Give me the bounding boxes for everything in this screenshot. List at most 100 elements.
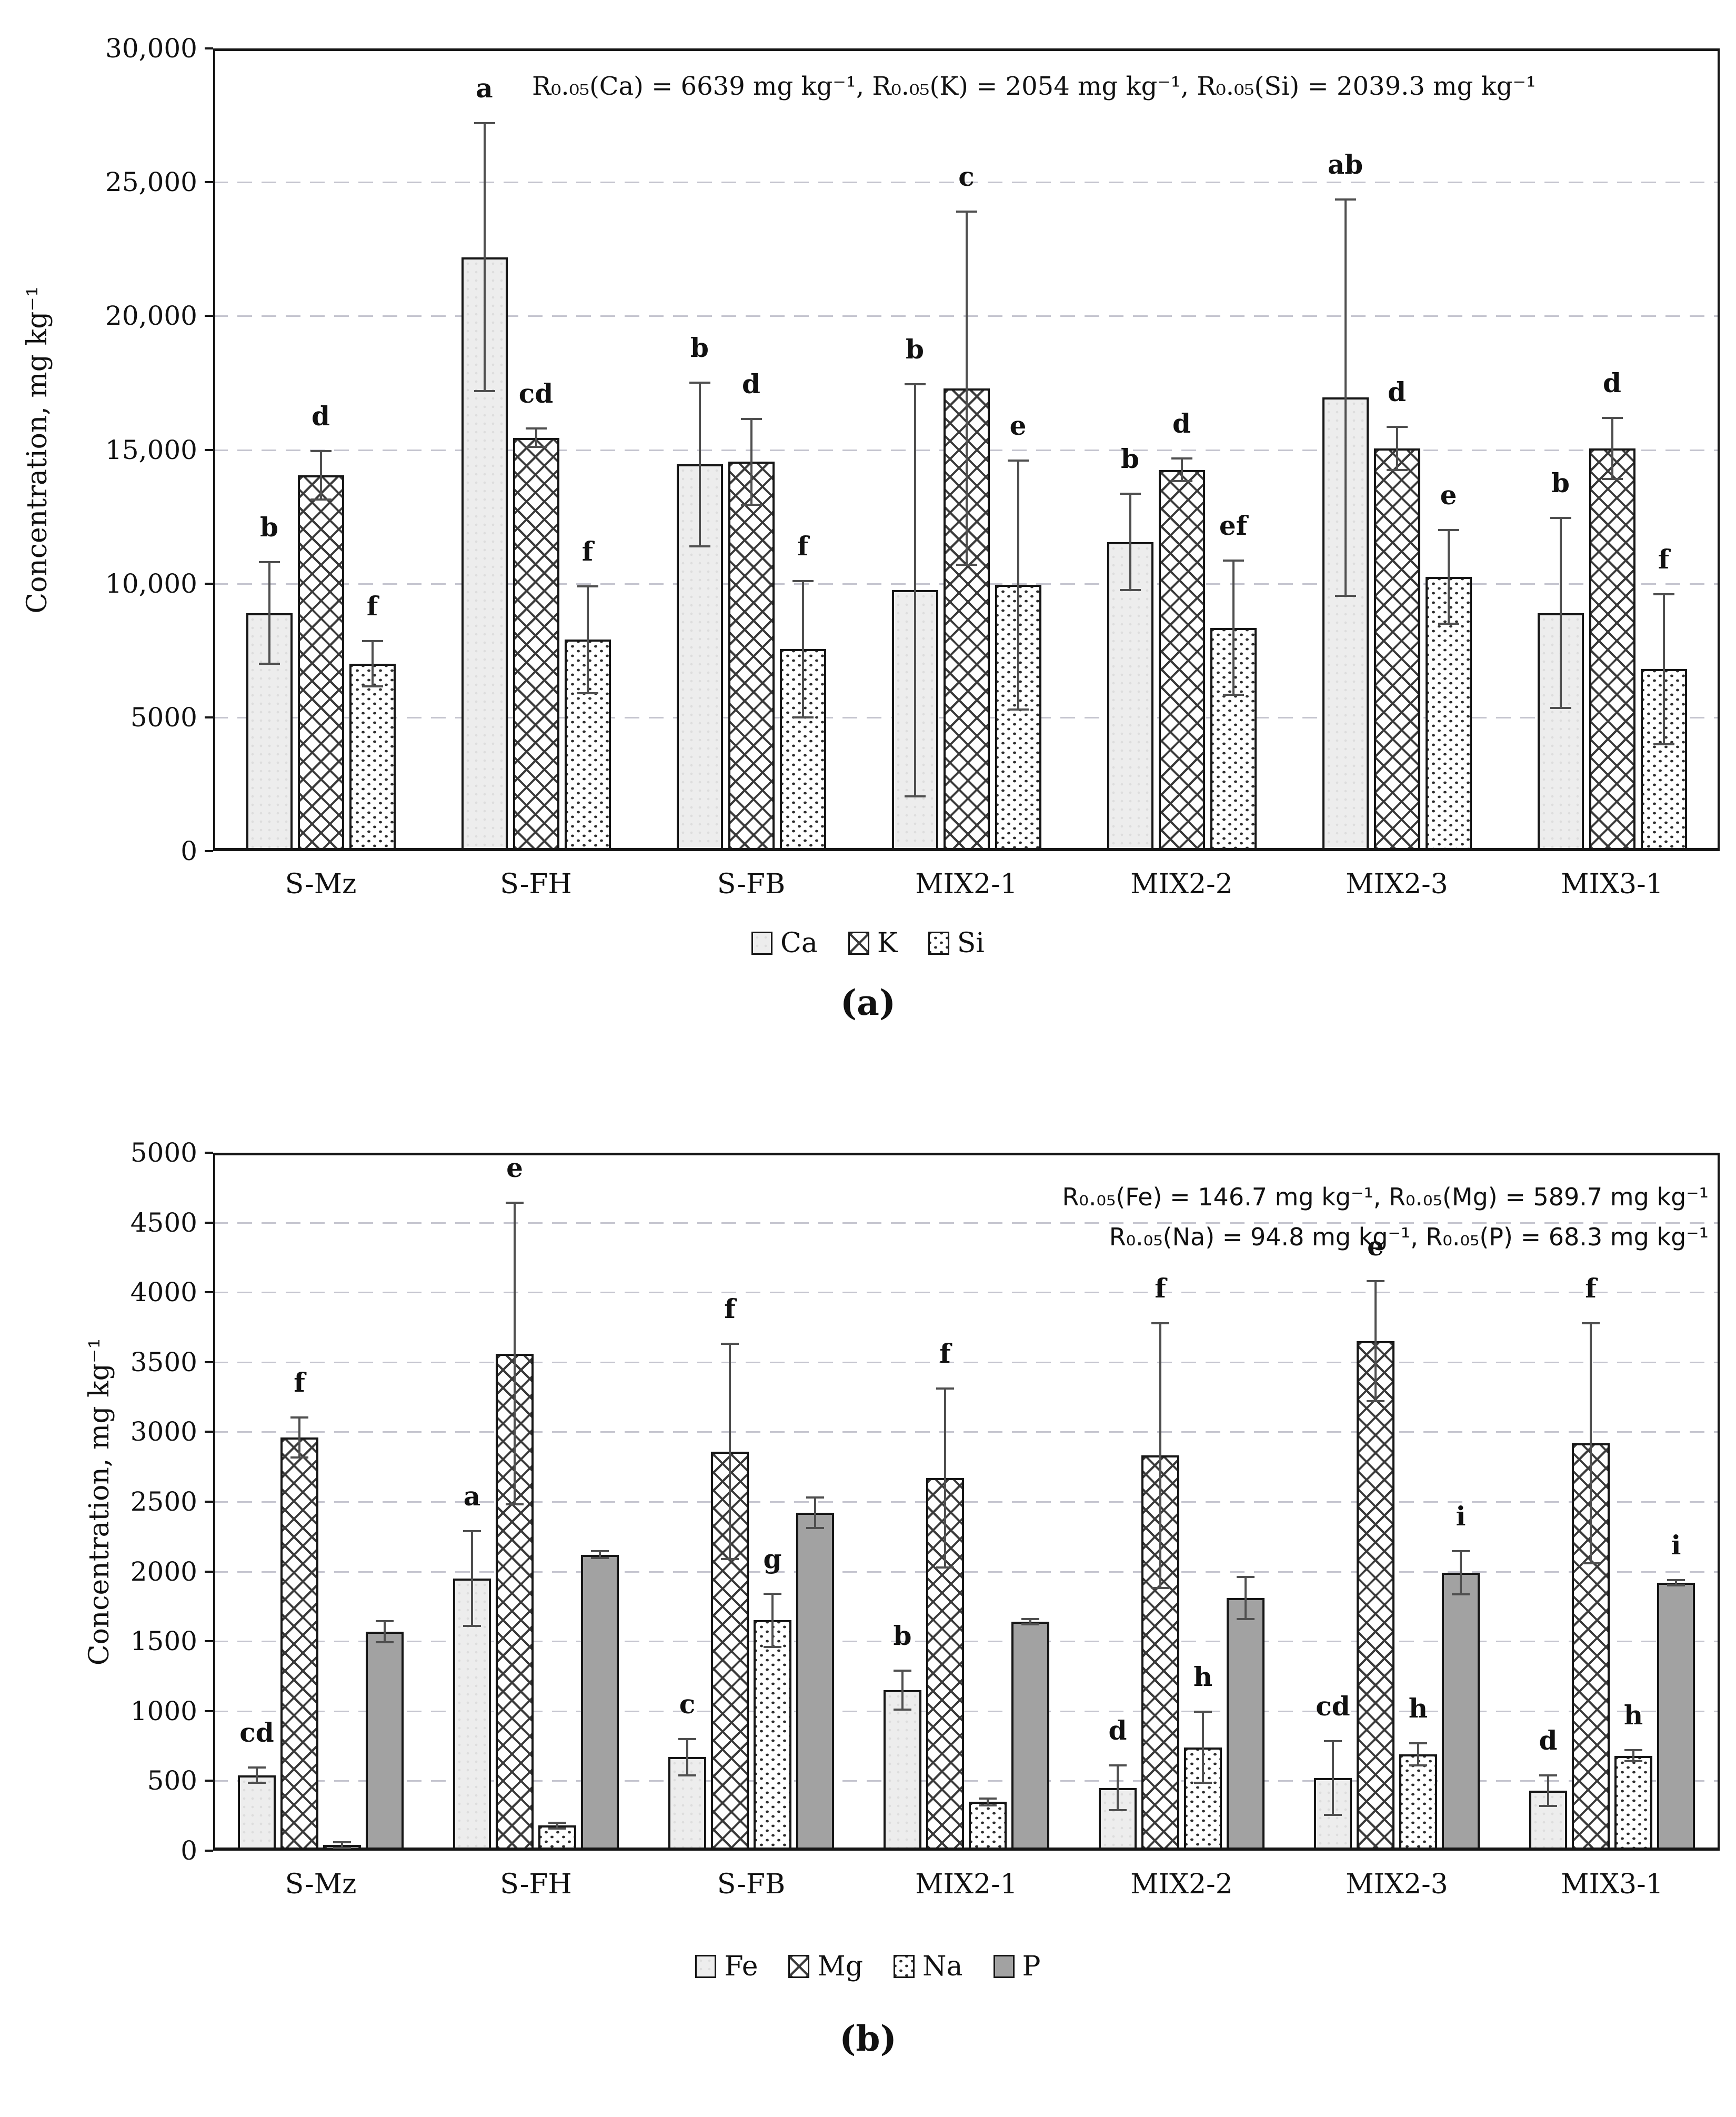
y-tick-label: 10,000 [105,568,197,599]
sig-letter-Mg-S-Mz: f [294,1366,305,1398]
panel-b-y-axis-title: Concentration, mg kg⁻¹ [84,1337,115,1666]
bar-Na-MIX3-1 [1614,1755,1652,1849]
error-bar-cap [1653,593,1674,595]
sig-letter-Fe-MIX2-3: cd [1316,1690,1350,1722]
y-tick [205,1361,213,1363]
error-bar [1245,1577,1247,1619]
error-bar-cap [248,1782,266,1784]
error-bar-cap [792,580,814,582]
x-category-label-MIX3-1: MIX3-1 [1561,868,1663,900]
bar-Na-MIX2-1 [969,1802,1007,1849]
y-tick [205,1570,213,1573]
error-bar-cap [1452,1550,1470,1553]
sig-letter-Mg-MIX2-3: e [1367,1230,1384,1262]
error-bar-cap [1151,1322,1169,1324]
x-category-label-MIX2-1: MIX2-1 [915,868,1018,900]
y-tick-label: 3000 [130,1416,197,1447]
sig-letter-Na-MIX2-3: h [1408,1692,1428,1724]
error-bar-cap [689,545,710,547]
error-bar-cap [904,383,926,385]
y-tick [205,1291,213,1294]
y-tick-label: 5000 [130,1137,197,1168]
x-category-label-MIX2-2: MIX2-2 [1130,868,1233,900]
error-bar [384,1621,386,1642]
sig-letter-Mg-MIX3-1: f [1585,1272,1597,1304]
y-tick-label: 25,000 [105,167,197,198]
error-bar-cap [362,640,383,642]
error-bar [471,1531,473,1626]
sig-letter-K-MIX2-3: d [1388,376,1406,408]
bar-Ca-MIX2-2 [1107,542,1153,849]
error-bar-cap [333,1841,351,1844]
error-bar-cap [1550,707,1571,710]
x-category-label-MIX2-2: MIX2-2 [1130,1869,1233,1900]
error-bar [483,123,486,391]
panel-a-y-axis-title: Concentration, mg kg⁻¹ [22,286,53,614]
legend-item-K: K [848,927,898,959]
error-bar-cap [577,585,598,587]
error-bar-cap [1550,517,1571,520]
panel-b-annotation-line-2: R₀.₀₅(Na) = 94.8 mg kg⁻¹, R₀.₀₅(P) = 68.… [1109,1223,1709,1251]
error-bar-cap [1539,1774,1557,1776]
sig-letter-Ca-S-FB: b [690,332,709,364]
error-bar-cap [1601,478,1623,481]
y-tick [205,1710,213,1712]
bar-Mg-MIX2-3 [1357,1341,1394,1849]
error-bar [1547,1775,1549,1806]
bar-Fe-MIX2-1 [884,1690,921,1849]
error-bar-cap [1007,708,1029,711]
y-tick-label: 5000 [130,702,197,733]
x-category-label-S-FH: S-FH [500,868,572,900]
y-tick [205,448,213,451]
y-tick [205,1640,213,1643]
panel-b-caption: (b) [839,2018,897,2059]
bar-Na-S-FB [754,1620,791,1849]
bar-P-MIX3-1 [1657,1582,1695,1849]
bar-K-S-FB [728,462,775,849]
error-bar-cap [290,1416,308,1419]
error-bar [1460,1551,1462,1595]
error-bar-cap [956,211,977,213]
bar-Mg-S-Mz [280,1437,318,1849]
bar-Ca-MIX2-1 [891,590,938,849]
error-bar-cap [1334,594,1356,597]
error-bar [319,451,322,500]
error-bar-cap [1386,468,1408,471]
sig-letter-Mg-MIX2-1: f [939,1338,951,1370]
bar-P-MIX2-3 [1442,1573,1480,1849]
error-bar [1332,1741,1334,1815]
sig-letter-Ca-MIX2-3: ab [1327,149,1363,181]
error-bar-cap [1624,1760,1642,1763]
error-bar-cap [525,427,547,430]
error-bar [268,562,270,664]
error-bar-cap [1452,1593,1470,1596]
sig-letter-Si-S-Mz: f [366,590,378,622]
error-bar-cap [548,1821,566,1824]
error-bar-cap [678,1737,696,1740]
error-bar-cap [1119,589,1141,592]
sig-letter-K-MIX2-1: c [958,161,975,193]
error-bar [1632,1750,1634,1762]
error-bar-cap [1409,1742,1427,1744]
error-bar-cap [1438,622,1459,625]
error-bar [1447,530,1450,624]
bar-P-MIX2-2 [1227,1597,1265,1849]
sig-letter-Fe-MIX3-1: d [1539,1724,1558,1756]
error-bar-cap [1582,1322,1600,1324]
error-bar [1662,594,1665,744]
y-tick-label: 15,000 [105,434,197,465]
error-bar [1396,427,1398,470]
x-category-label-S-Mz: S-Mz [285,1869,357,1900]
sig-letter-Si-MIX2-2: ef [1219,510,1248,542]
sig-letter-Ca-MIX3-1: b [1551,467,1570,499]
y-tick [205,1431,213,1433]
y-tick-label: 20,000 [105,301,197,332]
gridline-25000 [213,182,1720,184]
error-bar-cap [577,692,598,695]
error-bar-cap [936,1566,954,1569]
error-bar-cap [1438,529,1459,531]
y-tick-label: 500 [147,1765,197,1796]
error-bar [1129,494,1131,591]
sig-letter-P-MIX2-3: i [1456,1501,1466,1532]
panel-a-legend: Ca K Si [0,927,1736,959]
